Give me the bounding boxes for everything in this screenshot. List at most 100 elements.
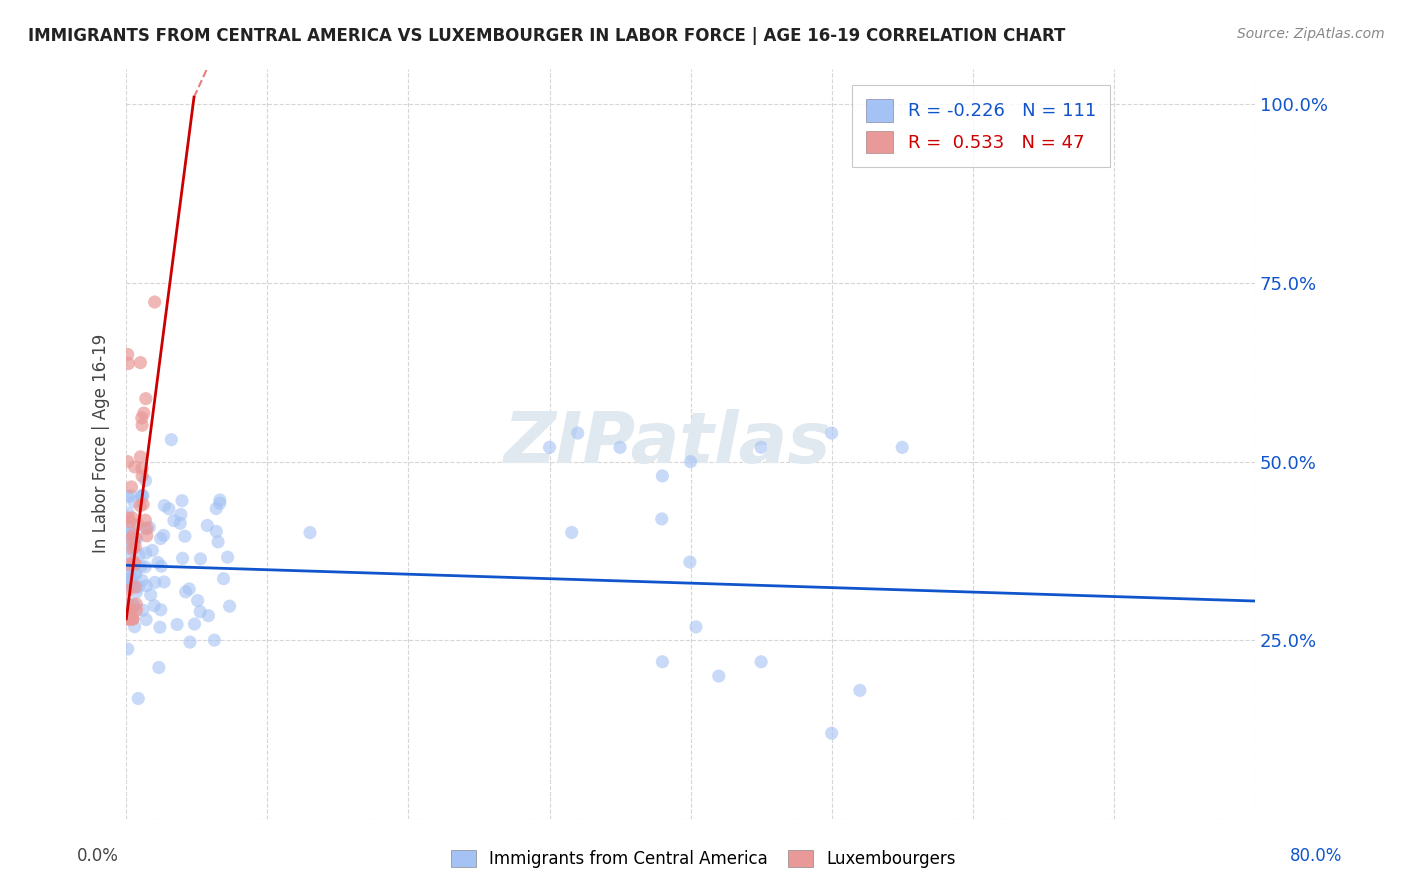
Point xyxy=(117,553,139,567)
Point xyxy=(120,571,142,585)
Point xyxy=(132,406,155,420)
Point xyxy=(122,536,145,550)
Point xyxy=(143,575,166,590)
Point xyxy=(117,597,139,611)
Point xyxy=(202,633,225,648)
Point xyxy=(128,548,150,562)
Point xyxy=(131,410,153,425)
Point xyxy=(120,576,142,591)
Point xyxy=(118,541,141,556)
Point xyxy=(120,489,142,503)
Point xyxy=(120,480,142,494)
Point xyxy=(117,525,139,540)
Point xyxy=(707,669,730,683)
Point xyxy=(132,497,155,511)
Point xyxy=(208,493,231,508)
Point xyxy=(609,441,631,455)
Point xyxy=(118,576,141,591)
Point xyxy=(122,555,145,569)
Point xyxy=(118,580,141,594)
Point xyxy=(651,469,673,483)
Point xyxy=(567,425,589,440)
Point xyxy=(118,558,141,572)
Point xyxy=(117,455,139,469)
Point xyxy=(124,531,146,545)
Point xyxy=(120,577,142,591)
Point xyxy=(651,512,673,526)
Text: ZIPatlas: ZIPatlas xyxy=(505,409,832,478)
Point xyxy=(143,295,166,310)
Point xyxy=(679,455,702,469)
Point xyxy=(821,726,844,740)
Point xyxy=(131,574,153,588)
Point xyxy=(117,583,139,598)
Point xyxy=(190,552,212,566)
Point xyxy=(118,573,141,587)
Point xyxy=(135,546,157,560)
Point xyxy=(117,506,139,520)
Point xyxy=(125,597,148,611)
Point xyxy=(218,599,240,614)
Point xyxy=(125,603,148,617)
Point xyxy=(125,585,148,599)
Point xyxy=(121,511,143,525)
Point xyxy=(131,490,153,504)
Point xyxy=(749,441,772,455)
Text: Source: ZipAtlas.com: Source: ZipAtlas.com xyxy=(1237,27,1385,41)
Point xyxy=(212,572,235,586)
Point xyxy=(153,499,176,513)
Point xyxy=(205,501,228,516)
Point xyxy=(125,566,148,581)
Legend: Immigrants from Central America, Luxembourgers: Immigrants from Central America, Luxembo… xyxy=(444,843,962,875)
Point xyxy=(124,580,146,594)
Point xyxy=(122,604,145,618)
Point xyxy=(122,612,145,626)
Point xyxy=(121,542,143,557)
Point xyxy=(163,514,186,528)
Point xyxy=(849,683,872,698)
Point xyxy=(128,580,150,594)
Point xyxy=(127,691,149,706)
Point xyxy=(651,655,673,669)
Point xyxy=(135,579,157,593)
Point xyxy=(134,513,156,527)
Point xyxy=(157,501,180,516)
Point xyxy=(821,425,844,440)
Point xyxy=(172,551,194,566)
Point xyxy=(122,541,145,556)
Point xyxy=(195,518,218,533)
Point xyxy=(749,655,772,669)
Point xyxy=(118,569,141,583)
Point xyxy=(135,613,157,627)
Point xyxy=(131,461,153,475)
Point xyxy=(118,607,141,621)
Point xyxy=(135,474,157,488)
Point xyxy=(129,356,152,370)
Point xyxy=(152,528,174,542)
Point xyxy=(122,495,145,509)
Point xyxy=(129,499,152,513)
Point xyxy=(166,617,188,632)
Point xyxy=(124,540,146,554)
Point xyxy=(207,534,229,549)
Point xyxy=(135,392,157,406)
Text: 80.0%: 80.0% xyxy=(1291,847,1343,864)
Point xyxy=(124,566,146,581)
Point xyxy=(117,356,139,370)
Point xyxy=(124,620,146,634)
Point xyxy=(298,525,321,540)
Point xyxy=(173,529,195,543)
Point xyxy=(117,612,139,626)
Point xyxy=(131,418,153,433)
Point xyxy=(129,559,152,574)
Point xyxy=(118,612,141,626)
Legend: R = -0.226   N = 111, R =  0.533   N = 47: R = -0.226 N = 111, R = 0.533 N = 47 xyxy=(852,85,1111,167)
Point xyxy=(120,605,142,619)
Point xyxy=(143,599,166,613)
Point xyxy=(179,582,201,596)
Point xyxy=(120,606,142,620)
Point xyxy=(117,612,139,626)
Point xyxy=(120,532,142,546)
Point xyxy=(122,599,145,613)
Point xyxy=(118,515,141,529)
